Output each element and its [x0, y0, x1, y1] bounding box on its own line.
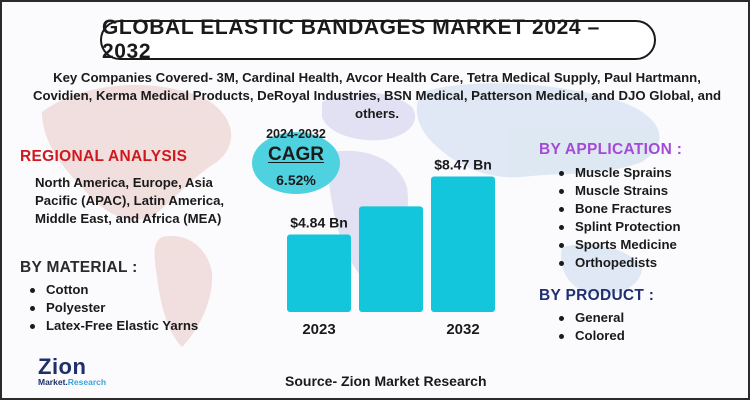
- list-item: Colored: [555, 327, 705, 345]
- list-item: General: [555, 309, 705, 327]
- title-banner: GLOBAL ELASTIC BANDAGES MARKET 2024 – 20…: [100, 16, 656, 63]
- list-item: Polyester: [26, 299, 246, 317]
- by-material-title: BY MATERIAL :: [20, 259, 138, 276]
- regional-analysis-text: North America, Europe, Asia Pacific (APA…: [35, 175, 225, 226]
- bar-value-label: $4.84 Bn: [290, 215, 348, 231]
- page-title: GLOBAL ELASTIC BANDAGES MARKET 2024 – 20…: [102, 16, 600, 63]
- application-list: Muscle Sprains Muscle Strains Bone Fract…: [555, 164, 745, 272]
- by-application-title: BY APPLICATION :: [539, 141, 683, 158]
- bar-0: [287, 234, 351, 312]
- x-tick-label: 2023: [302, 321, 335, 338]
- market-bar-chart: $4.84 Bn 2023 $8.47 Bn 2032: [287, 156, 495, 338]
- by-product-title: BY PRODUCT :: [539, 287, 655, 304]
- bar-value-label: $8.47 Bn: [434, 156, 492, 172]
- list-item: Orthopedists: [555, 254, 745, 272]
- list-item: Sports Medicine: [555, 236, 745, 254]
- cagr-bubble: [252, 132, 340, 194]
- list-item: Splint Protection: [555, 218, 745, 236]
- regional-analysis-title: REGIONAL ANALYSIS: [20, 148, 188, 165]
- logo-name: Zion: [38, 354, 87, 379]
- list-item: Cotton: [26, 281, 246, 299]
- list-item: Muscle Sprains: [555, 164, 745, 182]
- cagr-label: CAGR: [268, 144, 324, 165]
- bar-2: [431, 176, 495, 312]
- x-tick-label: 2032: [446, 321, 479, 338]
- cagr-value: 6.52%: [276, 172, 316, 188]
- zion-logo: Zion Market.Research: [38, 354, 148, 398]
- source-text: Source- Zion Market Research: [285, 373, 487, 389]
- bar-1: [359, 206, 423, 312]
- list-item: Latex-Free Elastic Yarns: [26, 317, 246, 335]
- cagr-period: 2024-2032: [266, 127, 326, 141]
- list-item: Bone Fractures: [555, 200, 745, 218]
- product-list: General Colored: [555, 309, 705, 345]
- list-item: Muscle Strains: [555, 182, 745, 200]
- logo-subtitle: Market.Research: [38, 377, 107, 387]
- material-list: Cotton Polyester Latex-Free Elastic Yarn…: [26, 281, 246, 335]
- key-companies-text: Key Companies Covered- 3M, Cardinal Heal…: [32, 70, 722, 121]
